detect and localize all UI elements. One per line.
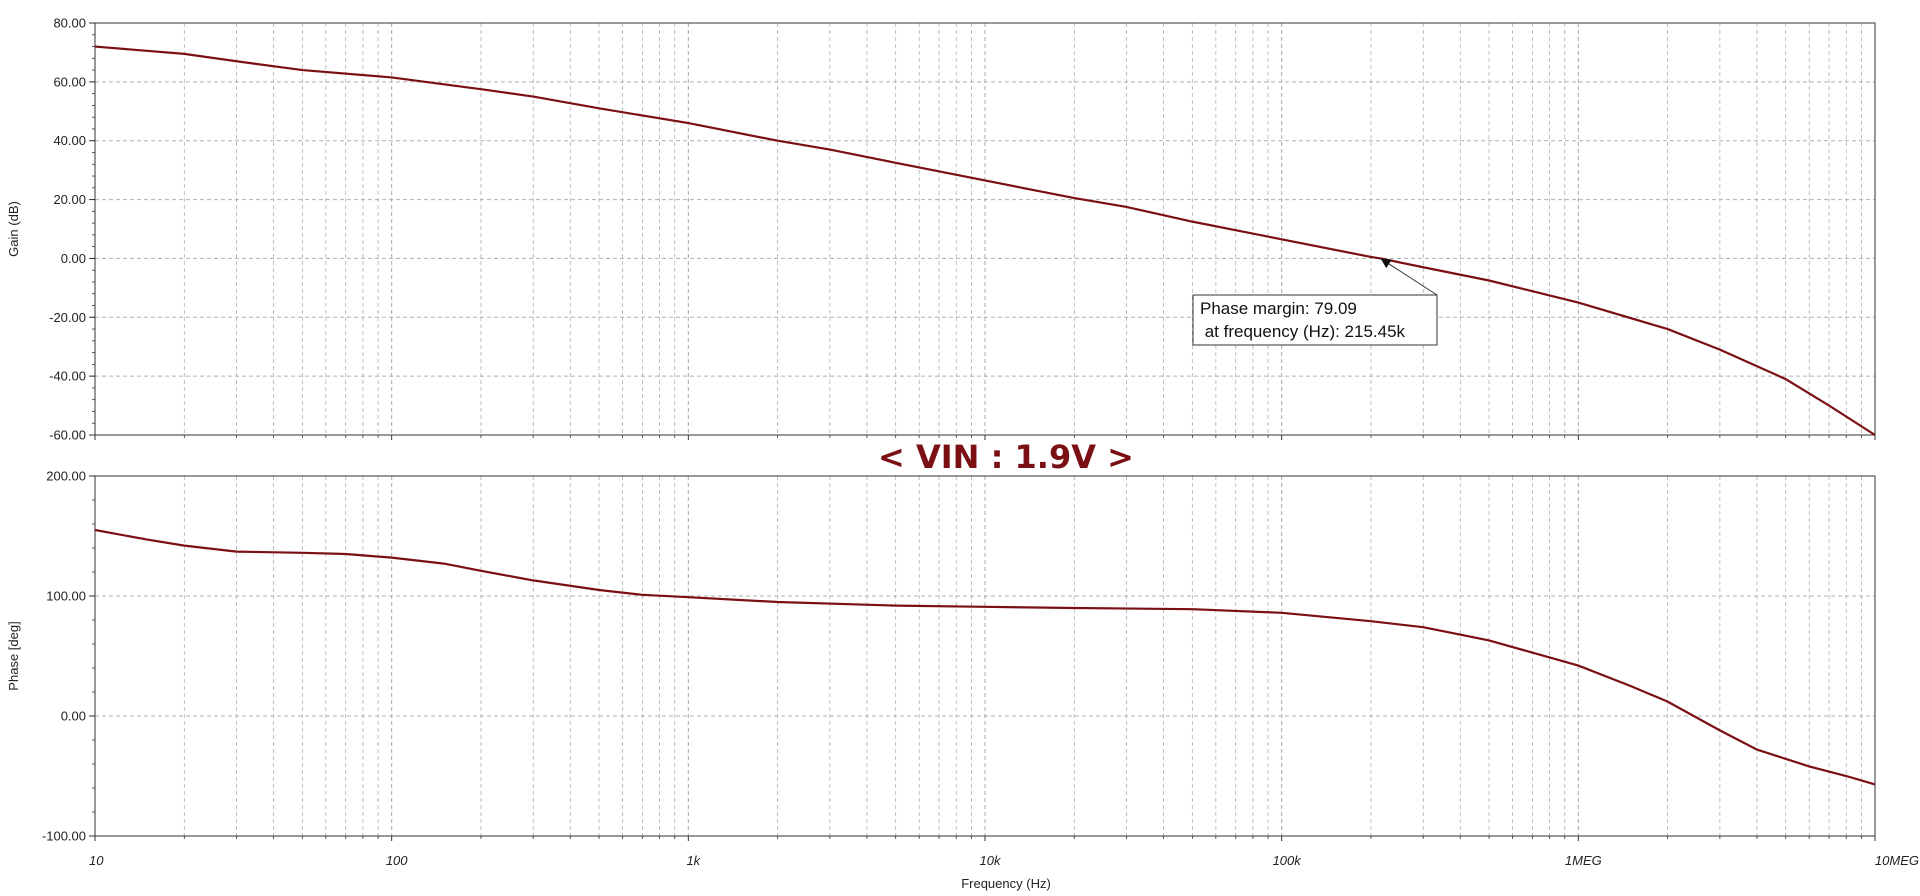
y-tick-label: 0.00 xyxy=(61,251,86,266)
x-tick-label: 1k xyxy=(686,853,701,868)
annotation-box xyxy=(1192,294,1438,346)
y-tick-label: 80.00 xyxy=(53,16,86,31)
y-tick-label: 0.00 xyxy=(61,709,86,724)
x-tick-label: 10k xyxy=(980,853,1002,868)
phase-trace xyxy=(94,528,1876,786)
y-tick-label: -100.00 xyxy=(42,829,86,844)
gain-grid xyxy=(95,23,1875,435)
gain-trace xyxy=(94,45,1876,436)
x-tick-label: 100k xyxy=(1273,853,1303,868)
x-tick-label: 10 xyxy=(89,853,104,868)
annotation-frequency-text: at frequency (Hz): 215.45k xyxy=(1200,322,1406,341)
x-tick-label: 100 xyxy=(386,853,408,868)
phase-margin-annotation: Phase margin: 79.09 at frequency (Hz): 2… xyxy=(1192,258,1438,346)
y-tick-label: 100.00 xyxy=(46,589,86,604)
phase-grid xyxy=(95,476,1875,836)
y-tick-label: 20.00 xyxy=(53,192,86,207)
frequency-axis-label: Frequency (Hz) xyxy=(961,876,1051,891)
y-tick-label: 60.00 xyxy=(53,74,86,89)
y-tick-label: -60.00 xyxy=(49,428,86,443)
gain-axis-ticks: 80.00 60.00 40.00 20.00 0.00 -20.00 -40.00 -60.… xyxy=(49,16,1876,443)
y-tick-label: -20.00 xyxy=(49,310,86,325)
phase-axis-label: Phase [deg] xyxy=(6,621,21,690)
y-tick-label: -40.00 xyxy=(49,369,86,384)
phase-plot-frame xyxy=(94,475,1876,837)
annotation-pointer-line xyxy=(1380,258,1438,296)
vin-banner: < VIN : 1.9V > xyxy=(878,438,1134,476)
x-tick-label: 10MEG xyxy=(1875,853,1919,868)
y-tick-label: 40.00 xyxy=(53,133,86,148)
gain-axis-label: Gain (dB) xyxy=(6,201,21,257)
x-tick-label: 1MEG xyxy=(1565,853,1602,868)
y-tick-label: 200.00 xyxy=(46,469,86,484)
annotation-arrowhead xyxy=(1380,258,1392,269)
gain-panel: 80.00 60.00 40.00 20.00 0.00 -20.00 -40.00 -60.… xyxy=(6,16,1876,443)
annotation-phase-margin-text: Phase margin: 79.09 xyxy=(1200,299,1357,318)
